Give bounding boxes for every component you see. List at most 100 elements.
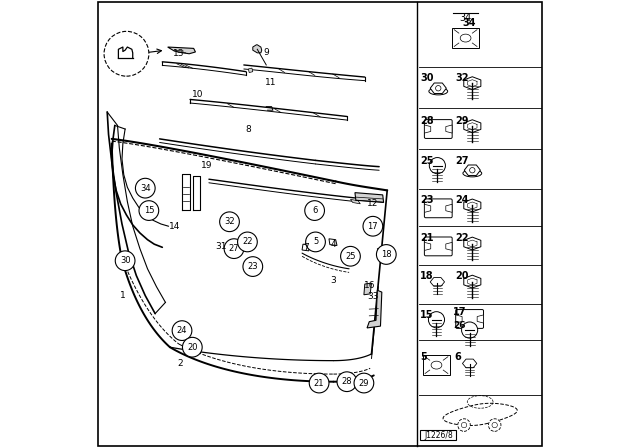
Polygon shape	[446, 125, 452, 133]
Text: 2: 2	[177, 359, 183, 368]
Text: 30: 30	[120, 256, 131, 265]
Circle shape	[220, 212, 239, 232]
Polygon shape	[351, 199, 360, 204]
Text: 20: 20	[187, 343, 198, 352]
Circle shape	[436, 86, 441, 91]
Text: 6: 6	[312, 206, 317, 215]
Text: 1: 1	[120, 291, 125, 300]
Circle shape	[376, 245, 396, 264]
Text: 18: 18	[420, 271, 434, 281]
Text: 16: 16	[364, 281, 375, 290]
Circle shape	[115, 251, 135, 271]
Bar	[420, 430, 456, 440]
Circle shape	[172, 321, 192, 340]
Text: 17: 17	[453, 307, 467, 317]
Text: 25: 25	[420, 156, 434, 166]
Polygon shape	[463, 359, 477, 368]
Polygon shape	[424, 242, 431, 250]
Polygon shape	[430, 278, 445, 286]
Ellipse shape	[463, 170, 482, 177]
Text: 10: 10	[193, 90, 204, 99]
Circle shape	[461, 422, 467, 428]
Text: 6: 6	[454, 352, 461, 362]
Circle shape	[354, 373, 374, 393]
FancyBboxPatch shape	[456, 310, 484, 328]
Polygon shape	[224, 219, 233, 226]
Polygon shape	[329, 239, 337, 246]
Text: 14: 14	[169, 222, 180, 231]
Text: 28: 28	[420, 116, 434, 126]
Text: 4: 4	[331, 240, 336, 249]
Polygon shape	[430, 83, 446, 94]
Polygon shape	[378, 249, 387, 256]
Circle shape	[492, 422, 497, 428]
Text: 27: 27	[455, 156, 468, 166]
Circle shape	[243, 257, 262, 276]
Circle shape	[306, 232, 325, 252]
FancyBboxPatch shape	[424, 120, 452, 138]
Circle shape	[340, 246, 360, 266]
Text: 34: 34	[140, 184, 150, 193]
Polygon shape	[456, 315, 462, 323]
Text: 12: 12	[367, 199, 378, 208]
Circle shape	[428, 312, 445, 328]
Polygon shape	[424, 125, 431, 133]
Text: 5: 5	[420, 352, 427, 362]
Bar	[452, 28, 479, 48]
Circle shape	[337, 372, 356, 392]
Polygon shape	[302, 244, 309, 251]
Circle shape	[488, 419, 501, 431]
Text: 23: 23	[420, 195, 434, 205]
Polygon shape	[193, 176, 200, 210]
Text: 21: 21	[420, 233, 434, 243]
Text: 27: 27	[228, 244, 239, 253]
Ellipse shape	[429, 88, 448, 95]
Polygon shape	[477, 315, 483, 323]
Text: 29: 29	[358, 379, 369, 388]
Text: 5: 5	[313, 237, 318, 246]
Text: 22: 22	[455, 233, 468, 243]
Text: 32: 32	[455, 73, 468, 83]
Circle shape	[237, 232, 257, 252]
Text: J1226/8: J1226/8	[424, 431, 453, 439]
Text: 24: 24	[177, 326, 188, 335]
Polygon shape	[367, 290, 382, 328]
Polygon shape	[313, 237, 321, 243]
Text: 31: 31	[215, 242, 227, 251]
Polygon shape	[446, 242, 452, 250]
Text: 18: 18	[381, 250, 392, 259]
FancyBboxPatch shape	[424, 199, 452, 218]
Circle shape	[461, 322, 477, 338]
Polygon shape	[464, 77, 481, 90]
Polygon shape	[364, 283, 371, 295]
Text: 15: 15	[143, 206, 154, 215]
Text: 23: 23	[248, 262, 258, 271]
Text: 20: 20	[455, 271, 468, 281]
Text: 15: 15	[420, 310, 434, 320]
Polygon shape	[182, 174, 190, 210]
Circle shape	[458, 419, 470, 431]
Text: 8: 8	[246, 125, 251, 134]
Text: 26: 26	[453, 321, 465, 330]
Ellipse shape	[460, 34, 471, 42]
Circle shape	[309, 373, 329, 393]
Text: 28: 28	[342, 377, 352, 386]
Ellipse shape	[431, 361, 442, 369]
Polygon shape	[464, 237, 481, 250]
Polygon shape	[253, 45, 262, 53]
Text: 3: 3	[331, 276, 336, 284]
Circle shape	[305, 201, 324, 220]
Circle shape	[363, 216, 383, 236]
Polygon shape	[464, 120, 481, 133]
Polygon shape	[464, 275, 481, 288]
Polygon shape	[424, 204, 431, 212]
Polygon shape	[446, 204, 452, 212]
Text: 33: 33	[367, 292, 379, 301]
Circle shape	[470, 168, 475, 173]
Text: 24: 24	[455, 195, 468, 205]
Text: 11: 11	[265, 78, 276, 87]
Polygon shape	[179, 326, 186, 332]
Circle shape	[224, 239, 244, 258]
Text: 29: 29	[455, 116, 468, 126]
Polygon shape	[355, 193, 383, 202]
